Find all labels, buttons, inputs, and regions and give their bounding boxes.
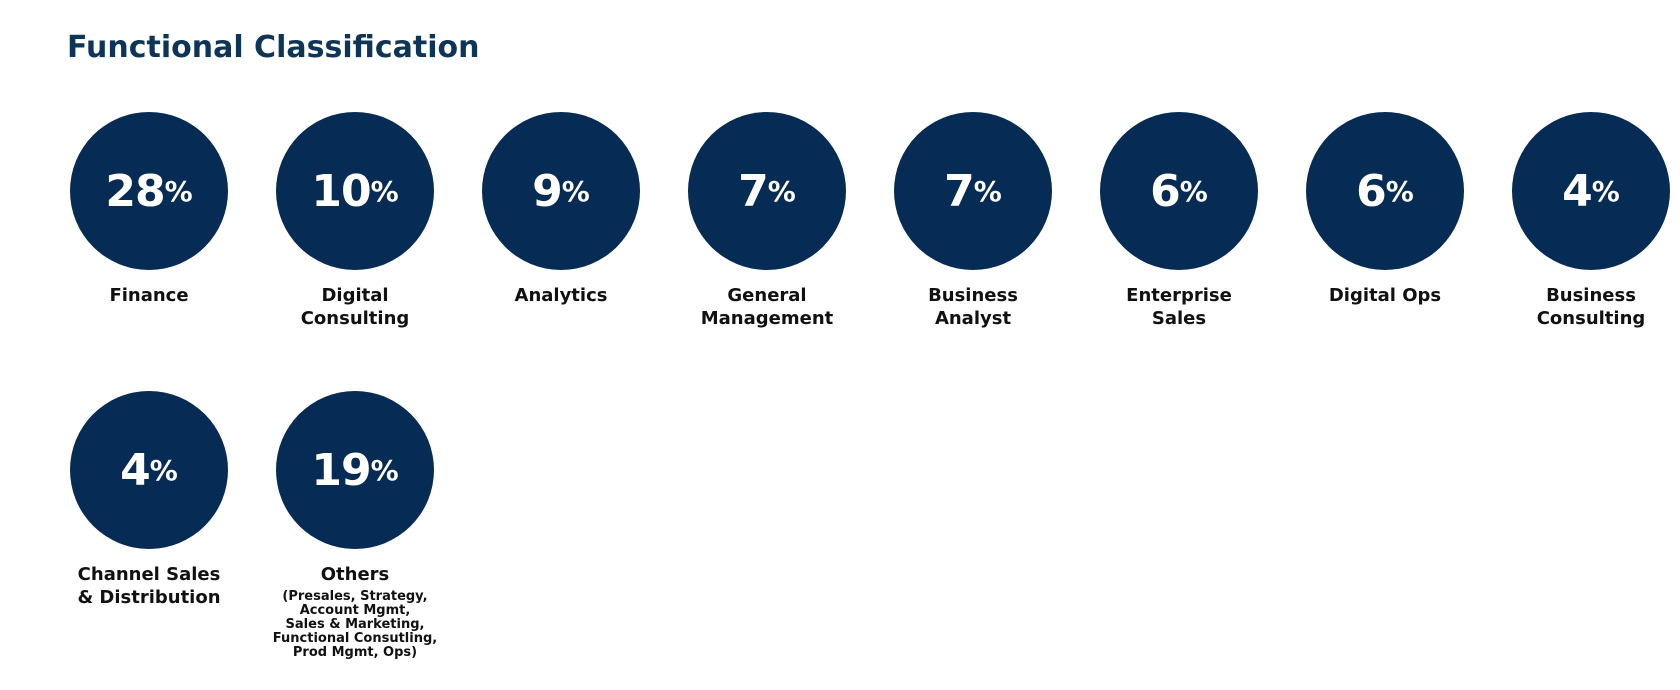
stat-label: Channel Sales & Distribution [77, 564, 221, 608]
stat-label: Digital Ops [1328, 285, 1442, 306]
stat-label: Business Consulting [1536, 285, 1646, 329]
stat-circle: 6% [1100, 112, 1258, 270]
stat-circle: 10% [276, 112, 434, 270]
stat-unit: % [370, 453, 399, 487]
stat-unit: % [767, 174, 796, 208]
stat-unit: % [149, 453, 178, 487]
stat-unit: % [1591, 174, 1620, 208]
stat-label: Digital Consulting [300, 285, 410, 329]
title: Functional Classification [67, 30, 480, 65]
stat-value: 10 [311, 165, 371, 217]
stat-circle: 6% [1306, 112, 1464, 270]
stat-unit: % [1179, 174, 1208, 208]
stat-value: 6 [1356, 165, 1387, 217]
stat-sublabel: (Presales, Strategy, Account Mgmt, Sales… [272, 589, 438, 660]
stat-unit: % [164, 174, 193, 208]
stat-label: Business Analyst [928, 285, 1018, 329]
stat-value: 28 [105, 165, 165, 217]
stat-unit: % [973, 174, 1002, 208]
stat-circle: 4% [70, 391, 228, 549]
stat-value: 4 [1562, 165, 1593, 217]
stat-circle: 4% [1512, 112, 1670, 270]
stat-label: Enterprise Sales [1126, 285, 1232, 329]
stat-circle: 7% [688, 112, 846, 270]
stat-value: 7 [944, 165, 975, 217]
stat-value: 6 [1150, 165, 1181, 217]
stat-value: 19 [311, 444, 371, 496]
stat-value: 7 [738, 165, 769, 217]
stat-value: 9 [532, 165, 563, 217]
stat-value: 4 [120, 444, 151, 496]
stat-label: Analytics [514, 285, 608, 306]
stat-circle: 9% [482, 112, 640, 270]
stat-circle: 19% [276, 391, 434, 549]
stat-circle: 28% [70, 112, 228, 270]
stat-unit: % [1385, 174, 1414, 208]
stat-circle: 7% [894, 112, 1052, 270]
stat-unit: % [561, 174, 590, 208]
stat-label: Finance [109, 285, 189, 306]
stat-unit: % [370, 174, 399, 208]
stat-label: Others [320, 564, 390, 585]
stat-label: General Management [700, 285, 834, 329]
